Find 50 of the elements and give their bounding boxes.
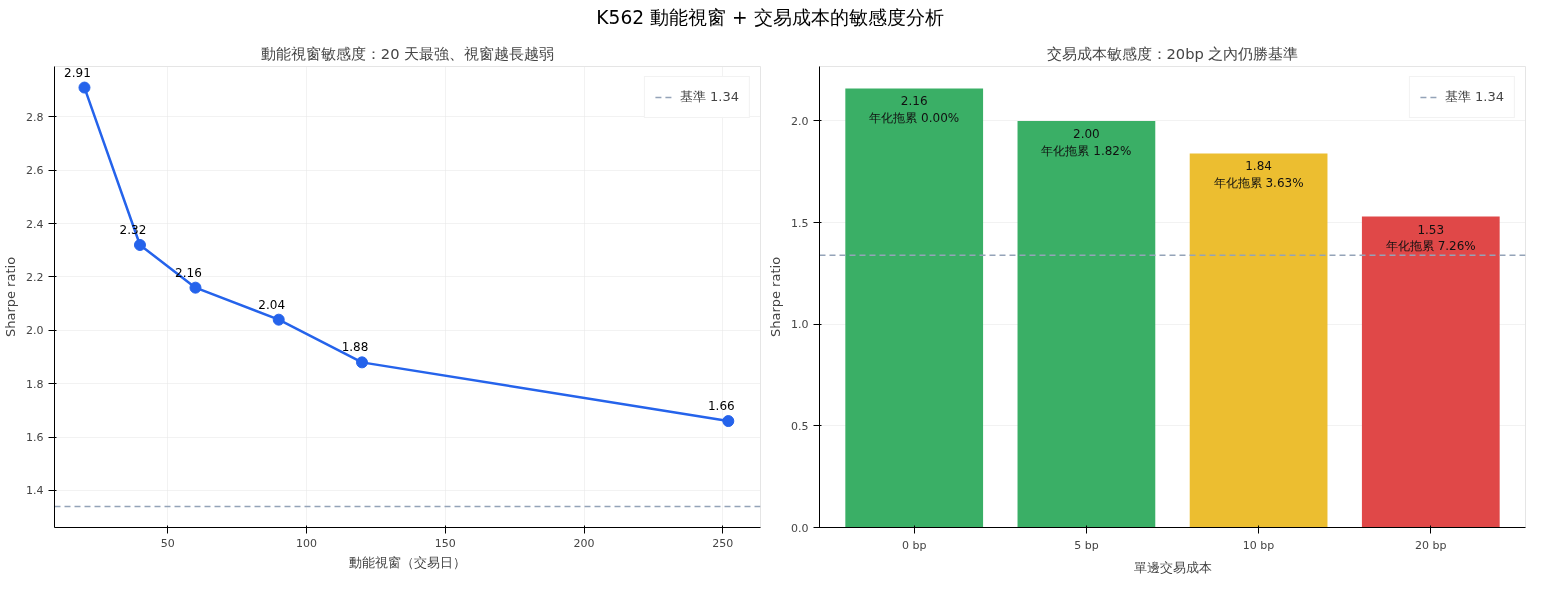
x-tick-label: 100 — [295, 536, 317, 550]
y-tick-label: 1.5 — [791, 216, 809, 230]
x-tick-label: 200 — [573, 536, 595, 550]
y-tick-label: 1.6 — [26, 430, 44, 444]
y-tick-label: 2.2 — [26, 270, 44, 284]
data-label: 2.04 — [258, 297, 286, 312]
y-axis-title: Sharpe ratio — [768, 256, 784, 337]
point — [722, 414, 735, 427]
legend-label: 基準 1.34 — [679, 87, 739, 106]
point — [78, 81, 91, 94]
y-tick-label: 1.0 — [791, 317, 809, 331]
x-tick-label: 0 bp — [901, 538, 927, 552]
bar — [1189, 153, 1328, 528]
y-tick-label: 2.6 — [26, 163, 44, 177]
data-label: 1.66 — [707, 398, 735, 413]
point — [272, 313, 285, 326]
point — [189, 281, 202, 294]
data-label: 1.53 年化拖累 7.26% — [1385, 222, 1476, 253]
data-label: 1.84 年化拖累 3.63% — [1213, 159, 1304, 190]
data-label: 2.16 年化拖累 0.00% — [869, 94, 960, 125]
x-tick-label: 50 — [160, 536, 175, 550]
data-label: 2.16 — [175, 265, 202, 280]
chart-title: 交易成本敏感度：20bp 之內仍勝基準 — [1046, 44, 1299, 62]
x-axis-title: 單邊交易成本 — [1133, 559, 1212, 575]
y-tick-label: 0.5 — [791, 419, 809, 433]
x-tick-label: 20 bp — [1415, 538, 1447, 552]
point — [355, 356, 368, 369]
y-tick-label: 1.4 — [26, 484, 44, 498]
x-tick-label: 250 — [712, 536, 734, 550]
legend-label: 基準 1.34 — [1444, 87, 1504, 106]
data-label: 2.91 — [64, 65, 91, 80]
data-label: 2.00 年化拖累 1.82% — [1041, 126, 1132, 158]
x-axis-title: 動能視窗（交易日） — [349, 554, 466, 570]
bar — [1017, 120, 1156, 528]
point — [133, 238, 146, 251]
bar — [1361, 216, 1500, 528]
x-tick-label: 10 bp — [1242, 538, 1275, 552]
y-tick-label: 2.4 — [26, 217, 44, 231]
y-tick-label: 2.0 — [791, 114, 809, 128]
text: K562 動能視窗 + 交易成本的敏感度分析 — [596, 6, 944, 30]
y-tick-label: 1.8 — [26, 377, 44, 391]
y-tick-label: 2.8 — [26, 110, 44, 124]
y-tick-label: 2.0 — [26, 324, 44, 338]
x-tick-label: 5 bp — [1074, 538, 1099, 552]
data-label: 1.88 — [341, 340, 369, 355]
y-axis-title: Sharpe ratio — [3, 256, 19, 337]
y-tick-label: 0.0 — [791, 521, 809, 535]
bar — [845, 88, 984, 528]
chart-title: 動能視窗敏感度：20 天最強、視窗越長越弱 — [260, 44, 555, 62]
x-tick-label: 150 — [434, 536, 456, 550]
